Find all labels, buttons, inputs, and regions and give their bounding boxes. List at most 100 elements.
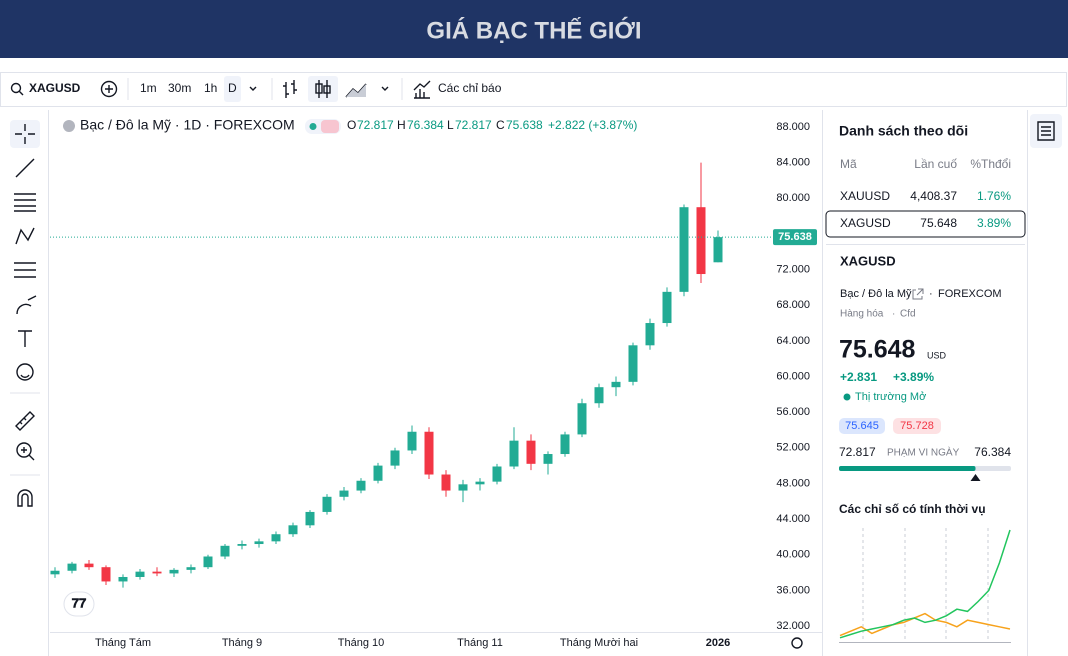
brush-tool[interactable] xyxy=(16,295,37,315)
indicators-icon[interactable] xyxy=(413,80,431,99)
candle-body xyxy=(458,484,468,491)
settings-icon[interactable] xyxy=(791,637,803,649)
detail-price: 75.648 xyxy=(839,336,916,364)
ruler-tool[interactable] xyxy=(15,411,35,431)
candle-body xyxy=(84,563,94,568)
last-price-label: 75.638 xyxy=(778,231,812,243)
indicators[interactable]: Các chỉ báo xyxy=(438,81,502,95)
search-icon-handle xyxy=(18,90,24,96)
tool-selected-bg xyxy=(10,120,40,148)
detail-ask: 75.728 xyxy=(900,420,934,432)
bars-icon[interactable] xyxy=(283,80,297,98)
candle-body xyxy=(560,434,570,455)
add-symbol[interactable] xyxy=(100,80,118,98)
chevron[interactable] xyxy=(249,86,257,91)
symbol[interactable]: XAGUSD xyxy=(29,81,81,95)
candle-body xyxy=(645,323,655,346)
seasonal-line xyxy=(839,612,1011,637)
emoji-smile xyxy=(20,374,30,378)
candle-body xyxy=(509,440,519,467)
chevron[interactable] xyxy=(381,86,389,91)
watchlist-cell[interactable]: XAGUSD xyxy=(840,216,891,230)
ohlc-value: 75.638 xyxy=(506,118,543,132)
watchlist-cell[interactable]: 4,408.37 xyxy=(910,189,957,203)
candle-body xyxy=(679,207,689,292)
forecast-tool[interactable] xyxy=(14,262,36,278)
watchlist-cell[interactable]: XAUUSD xyxy=(840,189,890,203)
external-icon[interactable] xyxy=(912,288,924,300)
x-tick-label: Tháng 9 xyxy=(222,637,262,649)
detail-market: Thị trường Mở xyxy=(855,391,926,403)
candle-body xyxy=(492,466,502,482)
text-tool[interactable] xyxy=(18,330,32,347)
magnet-tool[interactable] xyxy=(17,489,33,507)
selected-row[interactable] xyxy=(825,210,1026,238)
watchlist-column: %Thđổi xyxy=(970,157,1011,171)
y-tick-label: 68.000 xyxy=(776,299,810,311)
y-tick-label: 80.000 xyxy=(776,192,810,204)
tv-logo-text: 𝟕𝟕 xyxy=(72,595,87,610)
candle-body xyxy=(254,541,264,545)
watchlist-title: Danh sách theo dõi xyxy=(839,123,968,139)
y-tick-label: 88.000 xyxy=(776,121,810,133)
candle-body xyxy=(662,291,672,324)
detail-range-high: 76.384 xyxy=(974,445,1011,459)
detail-symbol: XAGUSD xyxy=(840,253,896,268)
fib-tool[interactable] xyxy=(14,193,36,212)
trend-line-tool[interactable] xyxy=(15,158,35,178)
y-tick-label: 64.000 xyxy=(776,335,810,347)
candles-icon[interactable] xyxy=(318,80,328,98)
seasonal-gridlines xyxy=(862,528,989,642)
pattern-tool[interactable] xyxy=(15,227,35,245)
dot: · xyxy=(929,288,933,300)
watchlist-column: Mã xyxy=(840,157,857,171)
detail-bid: 75.645 xyxy=(845,420,879,432)
emoji-tool[interactable] xyxy=(16,363,34,381)
candle-body xyxy=(543,454,553,464)
zoom-tool[interactable] xyxy=(16,442,32,458)
ask-pill xyxy=(893,418,941,434)
detail-name: Bạc / Đô la Mỹ xyxy=(840,288,912,300)
watchlist-cell[interactable]: 1.76% xyxy=(977,189,1011,203)
candle-body xyxy=(220,545,230,557)
candle-body xyxy=(475,481,485,485)
last-price-box xyxy=(773,229,817,246)
candle-body xyxy=(203,556,213,568)
watchlist-cell[interactable]: 75.648 xyxy=(920,216,957,230)
tv-logo[interactable] xyxy=(63,591,95,617)
toolbar xyxy=(0,72,1067,107)
watchlist-cell[interactable]: 3.89% xyxy=(977,216,1011,230)
watchlist-icon xyxy=(1037,121,1055,141)
candle-body xyxy=(356,480,366,491)
y-tick-label: 32.000 xyxy=(776,620,810,632)
detail-range-label: PHẠM VI NGÀY xyxy=(887,446,960,459)
crosshair-tool[interactable] xyxy=(15,124,35,144)
ohlc-prefix: C xyxy=(496,118,505,132)
ohlc-value: 72.817 xyxy=(455,118,492,132)
y-tick-label: 52.000 xyxy=(776,442,810,454)
market-dot xyxy=(309,123,317,130)
candle-body xyxy=(152,571,162,574)
candle-body xyxy=(322,496,332,512)
x-tick-label: Tháng 10 xyxy=(338,637,384,649)
ohlc-prefix: H xyxy=(397,118,406,132)
interval[interactable]: 30m xyxy=(168,81,191,95)
ohlc-value: 76.384 xyxy=(407,118,444,132)
candle-body xyxy=(186,567,196,570)
interval[interactable]: 1h xyxy=(204,81,217,95)
range-fill xyxy=(839,466,976,471)
search-icon[interactable] xyxy=(10,82,22,94)
y-tick-label: 36.000 xyxy=(776,584,810,596)
detail-change-pct: +3.89% xyxy=(893,370,934,384)
candle-body xyxy=(169,569,179,574)
interval[interactable]: 1m xyxy=(140,81,157,95)
candle-body xyxy=(628,345,638,382)
interval[interactable]: D xyxy=(228,81,237,95)
candle-body xyxy=(135,571,145,577)
candle-body xyxy=(67,563,77,571)
candle-body xyxy=(271,534,281,542)
market-pill-icon xyxy=(321,120,339,133)
candle-body xyxy=(237,544,247,546)
candle-body xyxy=(101,567,111,582)
